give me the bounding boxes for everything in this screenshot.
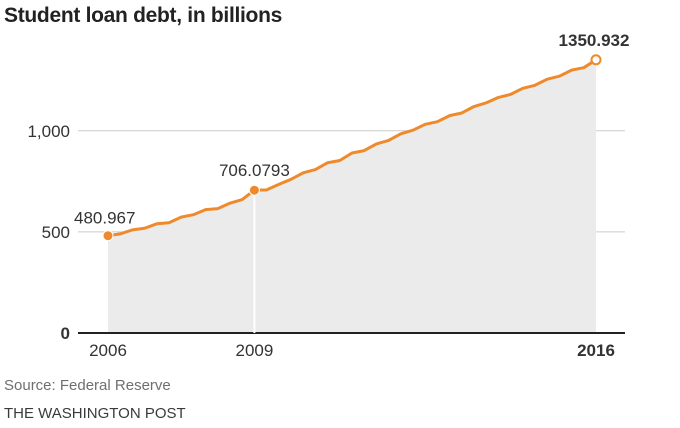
x-tick-label: 2006 xyxy=(89,341,127,360)
annotation-marker xyxy=(248,184,260,196)
annotation-marker xyxy=(102,230,114,242)
y-tick-label: 500 xyxy=(42,223,70,242)
axis-layer: 0 500 1,000 2006 2009 2016 xyxy=(27,122,625,360)
annotation-layer: 480.967 706.0793 1350.932 xyxy=(74,31,629,333)
credit-line: THE WASHINGTON POST xyxy=(4,405,186,422)
annotation-label: 480.967 xyxy=(74,209,135,228)
annotation-marker xyxy=(590,54,602,66)
area-layer xyxy=(108,59,596,334)
annotation-label: 1350.932 xyxy=(559,31,630,50)
y-tick-label: 1,000 xyxy=(27,122,70,141)
annotation-label: 706.0793 xyxy=(219,161,290,180)
source-note: Source: Federal Reserve xyxy=(4,377,171,394)
chart-title: Student loan debt, in billions xyxy=(4,4,282,27)
line-layer xyxy=(106,58,598,238)
y-tick-label: 0 xyxy=(61,324,70,343)
x-tick-label: 2016 xyxy=(577,341,615,360)
x-tick-label: 2009 xyxy=(235,341,273,360)
area-fill xyxy=(108,59,596,334)
series-line xyxy=(106,58,598,238)
